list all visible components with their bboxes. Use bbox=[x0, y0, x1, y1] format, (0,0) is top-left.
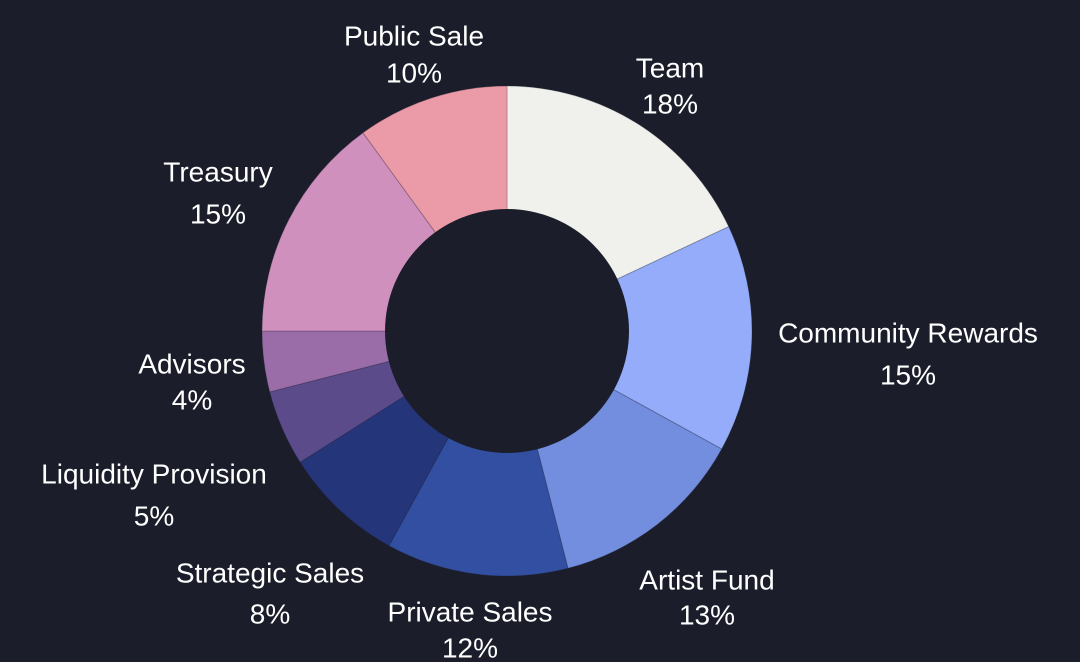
slice-label-private-sales: Private Sales bbox=[388, 597, 553, 628]
slice-private-sales bbox=[388, 329, 569, 577]
slice-label-artist-fund: Artist Fund bbox=[639, 565, 774, 596]
slice-percent-community-rewards: 15% bbox=[880, 360, 936, 391]
slice-label-treasury: Treasury bbox=[163, 157, 272, 188]
slice-percent-treasury: 15% bbox=[190, 199, 246, 230]
slice-percent-strategic-sales: 8% bbox=[250, 599, 290, 630]
slice-label-community-rewards: Community Rewards bbox=[778, 318, 1038, 349]
slice-labels: Team 18% Community Rewards 15% Artist Fund 13… bbox=[41, 21, 1038, 662]
slice-label-team: Team bbox=[636, 53, 704, 84]
slice-percent-artist-fund: 13% bbox=[679, 600, 735, 631]
slice-label-advisors: Advisors bbox=[138, 349, 245, 380]
slice-percent-advisors: 4% bbox=[172, 385, 212, 416]
slice-community-rewards bbox=[505, 226, 753, 450]
slice-percent-public-sale: 10% bbox=[386, 58, 442, 89]
slice-percent-liquidity-provision: 5% bbox=[134, 501, 174, 532]
slice-label-public-sale: Public Sale bbox=[344, 21, 484, 52]
slice-percent-team: 18% bbox=[642, 89, 698, 120]
slice-label-liquidity-provision: Liquidity Provision bbox=[41, 459, 267, 490]
donut-hole bbox=[385, 209, 629, 453]
slice-percent-private-sales: 12% bbox=[442, 633, 498, 662]
slice-label-strategic-sales: Strategic Sales bbox=[176, 558, 364, 589]
